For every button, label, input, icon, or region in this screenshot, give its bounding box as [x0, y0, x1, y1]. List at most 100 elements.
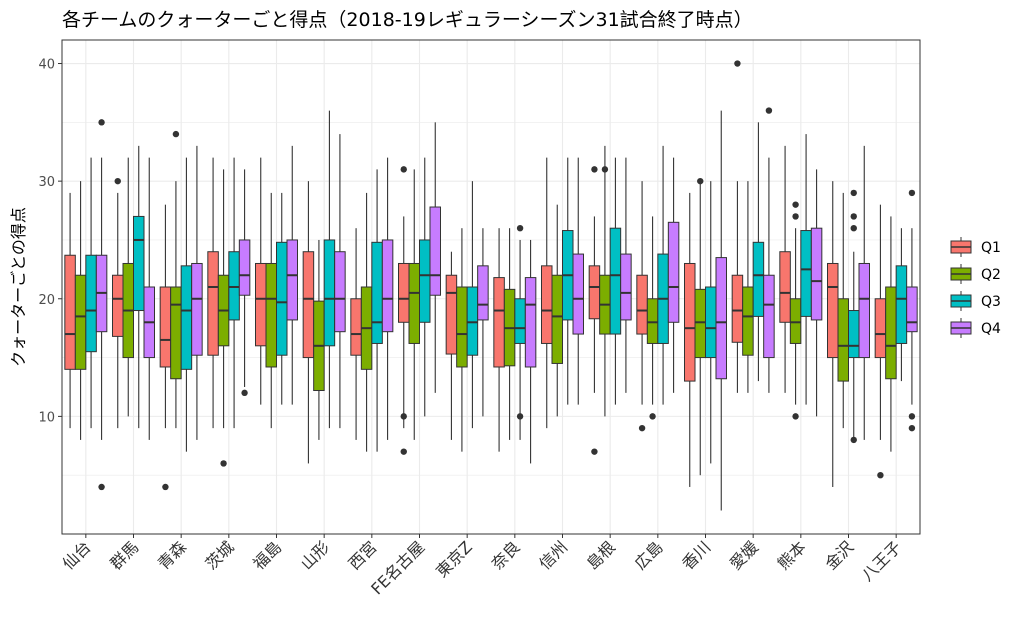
x-tick-label: 愛媛	[726, 537, 762, 573]
outlier-point	[908, 413, 916, 420]
x-tick-label: FE名古屋	[367, 537, 428, 598]
box-q1	[827, 262, 839, 359]
x-tick-label: 熊本	[774, 537, 810, 573]
box-q1	[445, 274, 458, 355]
y-tick-label: 30	[38, 175, 55, 190]
box-q1	[255, 262, 267, 347]
team-group	[779, 134, 823, 420]
box-q1	[874, 298, 887, 359]
x-tick-label: 仙台	[59, 537, 95, 573]
box-q3	[752, 241, 765, 317]
legend-label: Q3	[981, 294, 1001, 310]
outlier-point	[98, 119, 105, 126]
box-q4	[906, 286, 918, 333]
team-group	[207, 157, 251, 467]
box-q2	[837, 298, 849, 382]
x-tick-label: 青森	[154, 537, 190, 573]
x-tick-label: 奈良	[488, 537, 524, 573]
box-q2	[742, 286, 754, 356]
y-tick-label: 20	[38, 293, 55, 308]
box-q4	[715, 257, 727, 380]
team-group	[350, 157, 394, 452]
box-q4	[858, 262, 870, 359]
team-group	[493, 224, 537, 464]
box-q1	[541, 265, 553, 344]
box-q3	[85, 254, 97, 353]
team-group	[255, 145, 298, 429]
box-q3	[609, 227, 622, 335]
team-group	[64, 119, 108, 491]
outlier-point	[734, 60, 741, 67]
team-group	[112, 145, 155, 440]
legend-label: Q2	[981, 267, 1001, 283]
box-q3	[276, 241, 288, 356]
outlier-point	[765, 107, 773, 114]
box-q1	[159, 286, 172, 368]
outlier-point	[114, 177, 121, 185]
outlier-point	[850, 436, 857, 444]
x-tick-label: 広島	[631, 537, 667, 573]
x-tick-label: 八王子	[858, 537, 905, 584]
team-group	[731, 60, 775, 393]
outlier-point	[638, 424, 646, 432]
outlier-point	[400, 166, 407, 173]
y-axis: 10 20 30 40	[38, 58, 62, 425]
box-q2	[408, 262, 420, 344]
legend-label: Q1	[981, 240, 1001, 256]
box-q4	[524, 277, 537, 368]
box-q2	[885, 286, 897, 380]
box-q4	[429, 206, 441, 296]
box-q3	[800, 230, 812, 317]
outlier-point	[792, 413, 799, 420]
outlier-point	[877, 471, 884, 479]
box-q3	[848, 310, 860, 359]
box-q2	[646, 298, 659, 344]
box-q1	[493, 277, 505, 368]
box-q3	[323, 239, 336, 347]
x-tick-label: 茨城	[202, 537, 238, 573]
team-group	[874, 189, 918, 479]
outlier-point	[591, 166, 598, 173]
box-q3	[895, 265, 908, 344]
outlier-point	[697, 177, 704, 185]
box-q1	[684, 262, 696, 382]
outlier-point	[792, 201, 799, 208]
y-axis-label: クォーターごとの得点	[9, 207, 28, 367]
outlier-point	[850, 189, 857, 197]
outlier-point	[850, 224, 857, 232]
box-q1	[779, 251, 791, 323]
box-q4	[477, 265, 489, 321]
legend-label: Q4	[981, 321, 1001, 337]
outlier-point	[908, 424, 916, 432]
box-q3	[180, 265, 193, 370]
x-tick-label: 西宮	[345, 537, 381, 573]
team-group	[159, 130, 203, 491]
box-q2	[74, 274, 87, 370]
box-q3	[466, 286, 479, 356]
outlier-point	[241, 389, 248, 397]
box-q4	[286, 239, 298, 321]
box-q2	[694, 288, 706, 359]
box-q4	[620, 253, 632, 321]
box-layer	[64, 60, 918, 511]
outlier-point	[220, 460, 227, 467]
outlier-point	[601, 166, 609, 173]
x-tick-label: 福島	[249, 537, 285, 573]
team-group	[541, 157, 584, 429]
outlier-point	[400, 413, 407, 420]
outlier-point	[591, 448, 598, 455]
box-q3	[133, 215, 145, 312]
outlier-point	[98, 483, 105, 491]
x-tick-label: 金沢	[821, 537, 857, 573]
box-q4	[572, 253, 584, 335]
box-q2	[789, 298, 802, 344]
team-group	[398, 122, 441, 455]
box-q3	[371, 241, 383, 344]
outlier-point	[850, 213, 857, 220]
box-q2	[551, 274, 563, 364]
box-q4	[810, 227, 823, 321]
box-q1	[207, 251, 219, 356]
legend-item-q4: Q4	[948, 317, 1001, 339]
